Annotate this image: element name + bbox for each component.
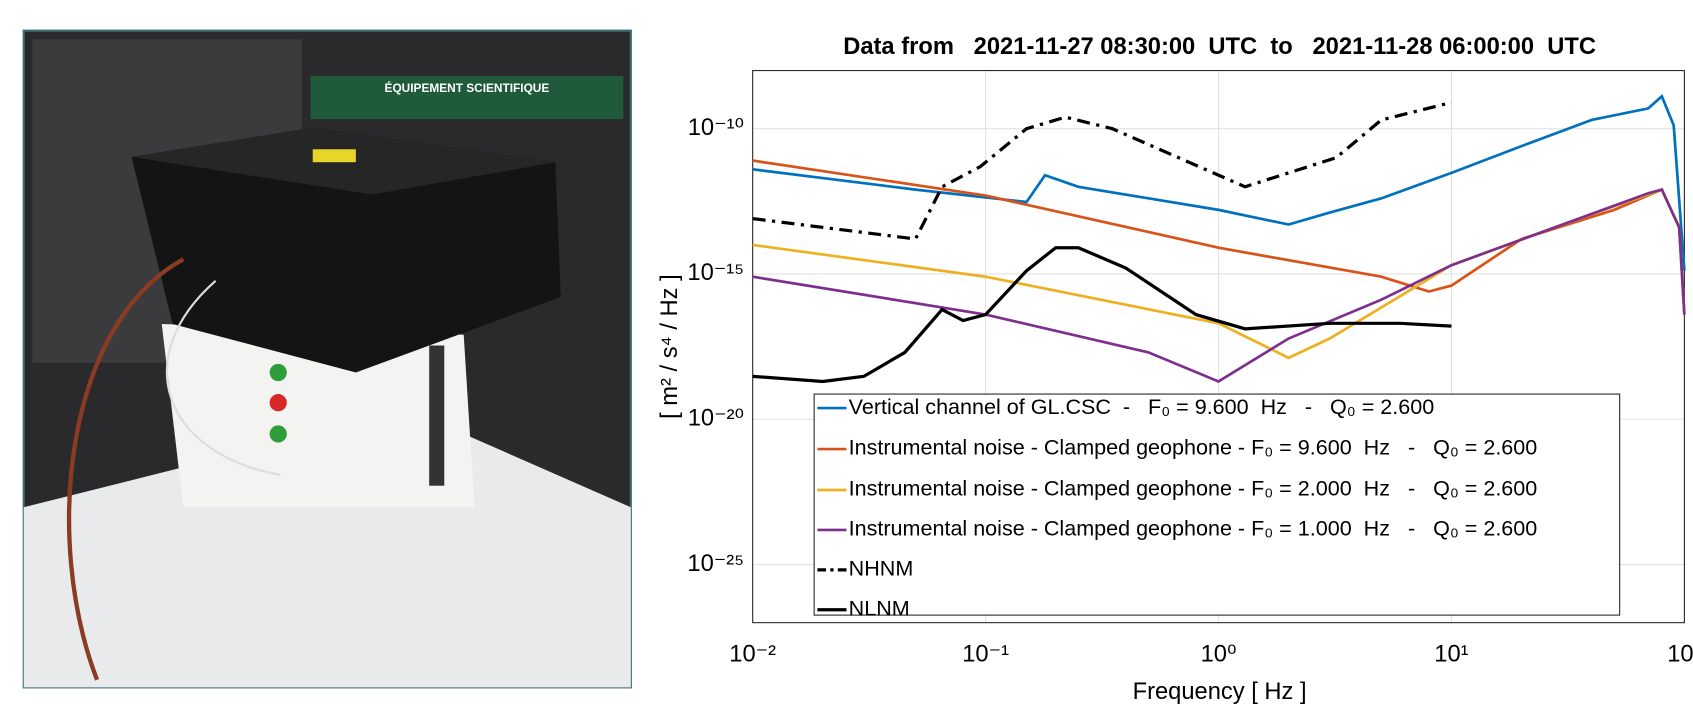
- chart: Data from 2021-11-27 08:30:00 UTC to 202…: [657, 34, 1693, 704]
- led-red: [269, 394, 287, 412]
- legend-label: Instrumental noise - Clamped geophone - …: [849, 476, 1538, 501]
- post: [429, 345, 445, 486]
- x-tick-label: 10¹: [1434, 641, 1468, 667]
- x-tick-label: 10⁰: [1201, 641, 1237, 667]
- led-green: [269, 425, 287, 443]
- series-line: [752, 246, 1452, 384]
- chart-title: Data from 2021-11-27 08:30:00 UTC to 202…: [843, 34, 1596, 60]
- case-label: [310, 75, 624, 120]
- y-tick-label: 10⁻¹⁰: [688, 115, 744, 141]
- led-green: [269, 363, 287, 382]
- series-line: [752, 100, 1452, 241]
- foam-block: [23, 410, 631, 688]
- y-tick-label: 10⁻²⁵: [687, 551, 744, 577]
- x-tick-label: 10⁻²: [729, 641, 776, 667]
- cable: [66, 257, 185, 681]
- legend-label: Vertical channel of GL.CSC - F₀ = 9.600 …: [849, 394, 1435, 419]
- photo: ÉQUIPEMENT SCIENTIFIQUE: [22, 29, 632, 689]
- series-line: [752, 188, 1686, 383]
- y-tick-label: 10⁻²⁰: [688, 406, 744, 432]
- digitizer-box: [131, 127, 561, 373]
- y-tick-label: 10⁻¹⁵: [687, 260, 744, 286]
- y-axis-label: [ m² / s⁴ / Hz ]: [657, 274, 683, 419]
- x-tick-label: 10²: [1667, 641, 1693, 667]
- legend-label: Instrumental noise - Clamped geophone - …: [849, 435, 1538, 460]
- case-label-text: ÉQUIPEMENT SCIENTIFIQUE: [385, 80, 550, 95]
- legend-label: NLNM: [849, 595, 910, 620]
- legend-label: NHNM: [849, 556, 914, 581]
- series-line: [752, 94, 1686, 271]
- fiber: [165, 280, 281, 476]
- box-sticker: [312, 149, 356, 163]
- x-axis-label: Frequency [ Hz ]: [1133, 679, 1307, 704]
- x-tick-label: 10⁻¹: [962, 641, 1009, 667]
- acrylic-stand: [161, 323, 475, 508]
- legend-label: Instrumental noise - Clamped geophone - …: [849, 516, 1538, 541]
- legend-box: [813, 393, 1621, 616]
- plot-frame: [752, 70, 1685, 624]
